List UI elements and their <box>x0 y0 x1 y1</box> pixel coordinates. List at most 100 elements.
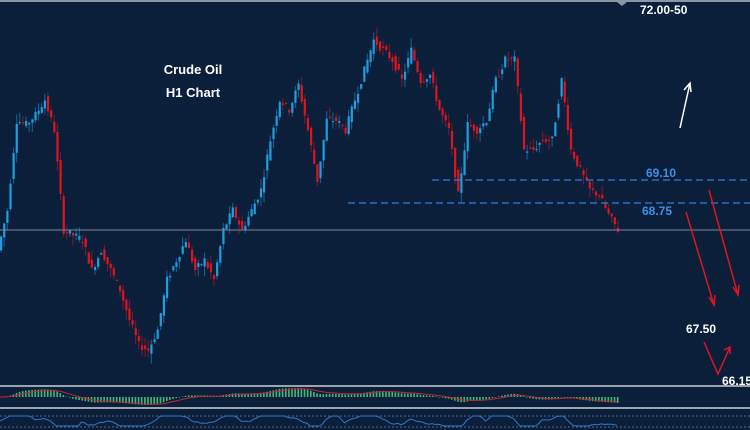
histogram-bar <box>106 397 109 403</box>
candle <box>432 72 435 83</box>
candle <box>425 79 429 82</box>
candle <box>582 170 585 175</box>
candle <box>50 110 53 118</box>
histogram-bar <box>278 388 281 397</box>
candle <box>507 59 510 61</box>
candle <box>316 164 319 182</box>
histogram-bar <box>394 392 397 397</box>
candle <box>607 208 610 214</box>
candle <box>118 285 122 292</box>
up-arrow-icon <box>679 81 692 129</box>
histogram-bar <box>253 393 256 397</box>
candle <box>366 59 369 73</box>
panel-separator <box>0 385 750 387</box>
histogram-bar <box>485 397 487 400</box>
histogram-bar <box>316 393 318 397</box>
candle <box>37 110 40 115</box>
scroll-marker-icon[interactable] <box>617 2 627 6</box>
histogram-bar <box>407 393 409 397</box>
histogram-bar <box>604 397 606 402</box>
signal-line <box>0 388 617 405</box>
candle <box>212 275 216 280</box>
candle <box>269 141 272 161</box>
candle <box>81 242 84 244</box>
candle <box>231 207 234 218</box>
histogram-bar <box>103 397 105 403</box>
candle <box>369 50 372 63</box>
histogram-bar <box>56 391 58 397</box>
candle <box>219 246 222 263</box>
histogram-bar <box>191 395 193 397</box>
candle <box>275 116 278 126</box>
histogram-bar <box>169 397 171 401</box>
histogram-bar <box>610 397 613 403</box>
candle <box>253 203 256 215</box>
histogram-bar <box>488 397 491 399</box>
histogram-bar <box>563 397 566 398</box>
histogram-bar <box>137 397 140 405</box>
candle <box>416 61 419 73</box>
histogram-bar <box>247 393 249 397</box>
candle <box>125 299 128 311</box>
histogram-bar <box>300 388 303 397</box>
histogram-bar <box>335 393 337 397</box>
candle <box>485 123 488 126</box>
histogram-bar <box>432 395 434 397</box>
candle <box>244 226 247 231</box>
histogram-bar <box>197 395 199 397</box>
candle <box>522 116 526 150</box>
candle <box>494 77 497 93</box>
histogram-bar <box>118 397 121 403</box>
candle <box>328 116 331 118</box>
histogram-bar <box>297 388 300 397</box>
candle <box>529 147 532 149</box>
candle <box>501 69 504 75</box>
histogram-bar <box>153 397 156 405</box>
histogram-bar <box>585 397 588 401</box>
candle <box>134 328 137 336</box>
histogram-bar <box>447 397 450 399</box>
histogram-bar <box>159 397 162 404</box>
histogram-bar <box>400 393 403 397</box>
histogram-bar <box>112 397 115 403</box>
histogram-bar <box>504 394 506 397</box>
candle <box>72 232 75 236</box>
histogram-bar <box>43 389 46 397</box>
candle <box>482 123 485 127</box>
chart-title-line1: Crude Oil <box>163 62 223 77</box>
candle <box>191 249 194 262</box>
histogram-bar <box>140 397 143 405</box>
candle <box>165 276 169 299</box>
histogram-bar <box>75 397 77 400</box>
candle <box>103 249 106 261</box>
candle <box>150 344 153 354</box>
candle <box>100 253 103 255</box>
histogram-bar <box>519 395 522 397</box>
histogram-bar <box>162 397 165 403</box>
candle <box>350 106 353 123</box>
candle <box>53 121 56 133</box>
histogram-bar <box>482 397 484 400</box>
candle <box>115 279 119 281</box>
histogram-bar <box>463 397 466 403</box>
candle <box>538 142 541 145</box>
candle <box>447 122 450 129</box>
candle <box>331 121 335 123</box>
histogram-bar <box>385 391 387 397</box>
histogram-bar <box>322 394 325 397</box>
histogram-bar <box>150 397 152 405</box>
histogram-bar <box>37 389 40 397</box>
candle <box>563 81 566 103</box>
candle <box>475 126 479 135</box>
histogram-bar <box>410 393 412 397</box>
histogram-bar <box>428 395 431 397</box>
candle <box>400 74 404 79</box>
histogram-bar <box>53 390 55 397</box>
histogram-bar <box>81 397 84 401</box>
histogram-bar <box>165 397 168 402</box>
candle <box>106 257 109 265</box>
histogram-bar <box>328 393 331 397</box>
histogram-bar <box>115 397 118 403</box>
histogram-bar <box>598 397 600 402</box>
